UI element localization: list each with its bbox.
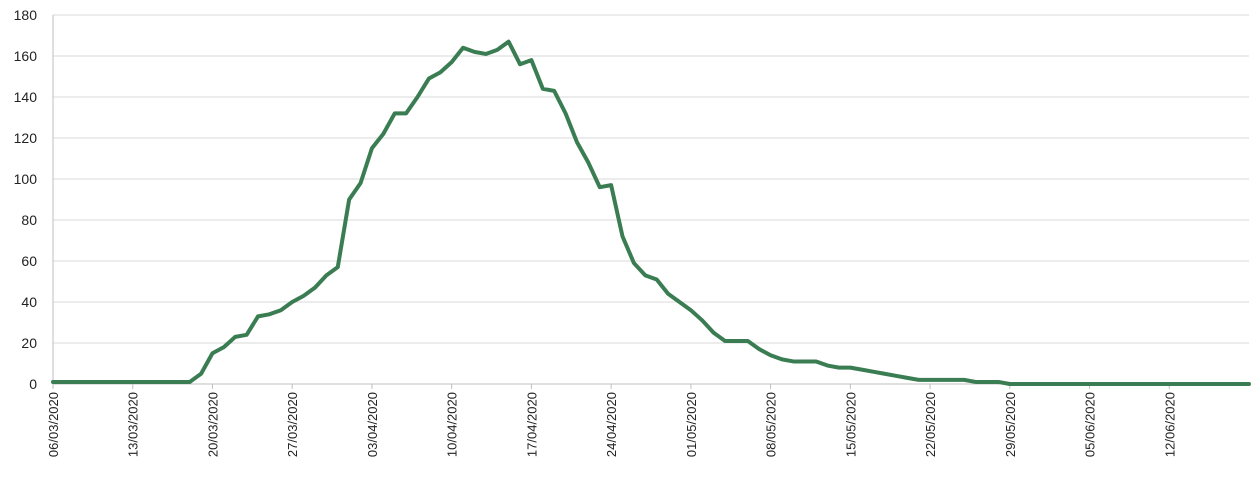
y-tick-label: 0 <box>29 376 37 392</box>
y-axis-tick-labels: 0 20 40 60 80 100 120 140 160 180 <box>14 7 38 392</box>
y-tick-label: 20 <box>21 335 37 351</box>
x-tick-label: 06/03/2020 <box>46 392 61 457</box>
x-tick-label: 05/06/2020 <box>1083 392 1098 457</box>
x-tick-label: 03/04/2020 <box>365 392 380 457</box>
y-tick-label: 140 <box>14 89 38 105</box>
x-tick-label: 24/04/2020 <box>604 392 619 457</box>
x-tick-label: 27/03/2020 <box>285 392 300 457</box>
x-tick-label: 20/03/2020 <box>205 392 220 457</box>
x-tick-label: 15/05/2020 <box>843 392 858 457</box>
gridlines <box>53 14 1249 344</box>
x-tick-label: 13/03/2020 <box>126 392 141 457</box>
x-tick-label: 08/05/2020 <box>764 392 779 457</box>
x-tick-label: 12/06/2020 <box>1162 392 1177 457</box>
x-tick-label: 01/05/2020 <box>684 392 699 457</box>
axes <box>52 15 1249 385</box>
y-tick-label: 60 <box>21 253 37 269</box>
y-tick-label: 120 <box>14 130 38 146</box>
x-tick-label: 22/05/2020 <box>923 392 938 457</box>
series-line-0 <box>51 39 1251 386</box>
series-layer <box>51 39 1251 386</box>
y-tick-label: 80 <box>21 212 37 228</box>
y-tick-label: 100 <box>14 171 38 187</box>
y-tick-label: 160 <box>14 48 38 64</box>
y-tick-label: 40 <box>21 294 37 310</box>
x-tick-label: 17/04/2020 <box>524 392 539 457</box>
x-tick-label: 29/05/2020 <box>1003 392 1018 457</box>
y-tick-label: 180 <box>14 7 38 23</box>
x-axis-tick-labels: 06/03/2020 13/03/2020 20/03/2020 27/03/2020… <box>46 384 1177 457</box>
x-tick-label: 10/04/2020 <box>445 392 460 457</box>
